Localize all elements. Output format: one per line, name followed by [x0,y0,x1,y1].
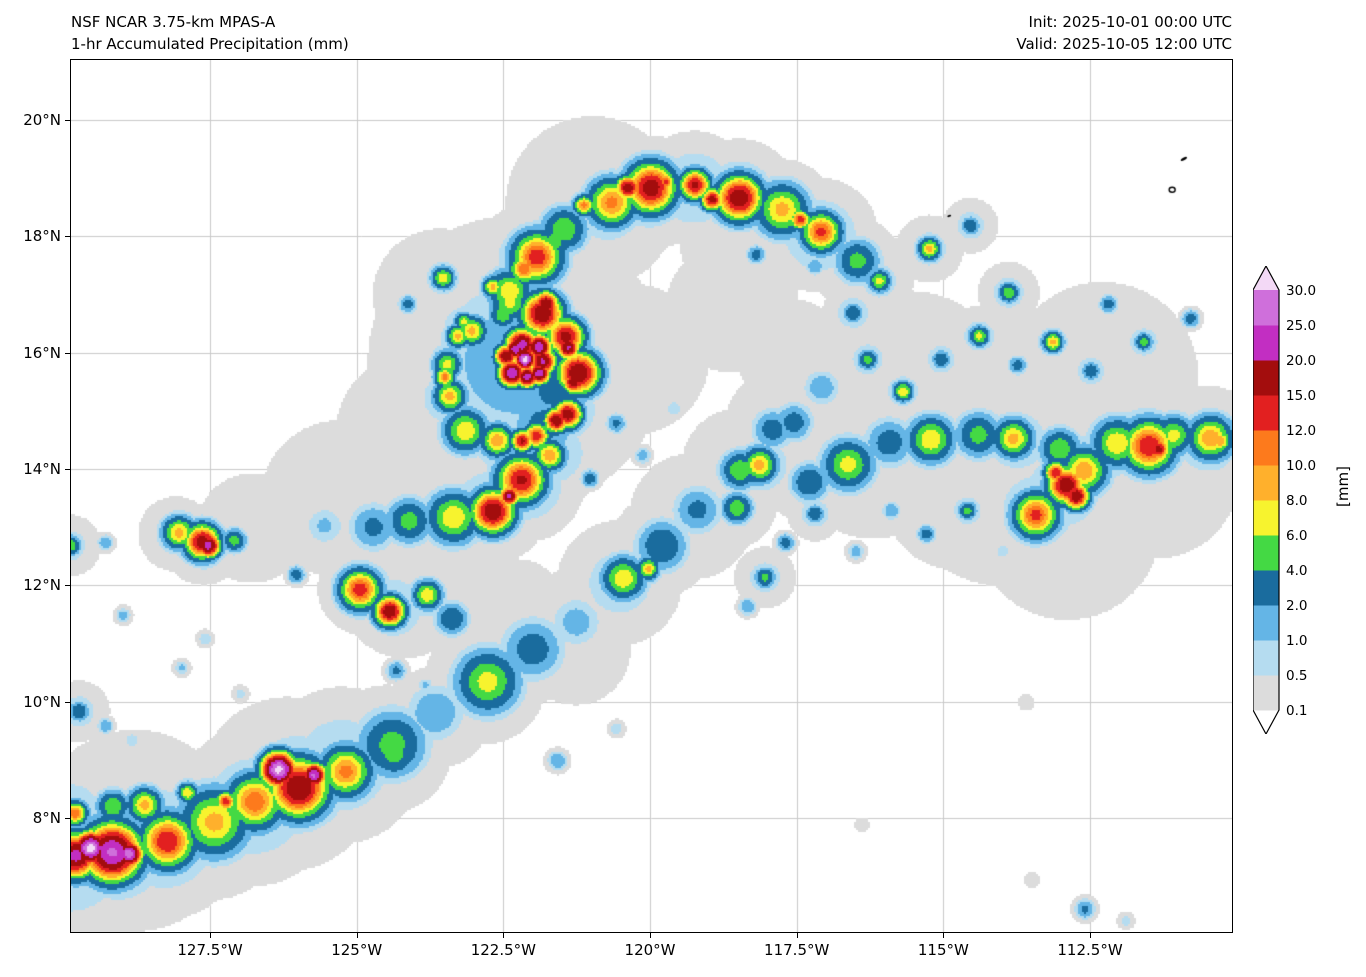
x-axis-tick-label: 112.5°W [1057,941,1123,959]
header-right: Init: 2025-10-01 00:00 UTC Valid: 2025-1… [1016,11,1232,55]
x-axis-tick-label: 117.5°W [764,941,830,959]
x-axis-tick-mark [1090,933,1092,938]
model-title: NSF NCAR 3.75-km MPAS-A [71,13,276,31]
valid-time-label: Valid: 2025-10-05 12:00 UTC [1016,35,1232,53]
y-axis-tick-mark [65,119,70,121]
colorbar-segment [1253,675,1279,711]
y-axis-tick-label: 16°N [23,343,61,362]
y-axis-tick-mark [65,817,70,819]
colorbar-tick-label: 12.0 [1286,423,1316,439]
x-axis-tick-mark [356,933,358,938]
x-axis-tick-label: 120°W [624,941,676,959]
colorbar-tick-label: 1.0 [1286,633,1307,649]
y-axis-tick-label: 14°N [23,459,61,478]
precipitation-field-canvas [71,60,1232,932]
colorbar-tick-label: 6.0 [1286,528,1307,544]
colorbar-segment [1253,605,1279,641]
colorbar-tick-label: 4.0 [1286,563,1307,579]
y-axis-tick-label: 8°N [32,808,61,827]
x-axis-tick-label: 127.5°W [177,941,243,959]
colorbar-tick-label: 10.0 [1286,458,1316,474]
colorbar: 0.1 0.5 1.0 2.0 4.0 6.0 8.0 10.0 12.0 15.0 20.0 25.… [1252,264,1343,738]
colorbar-segment [1253,570,1279,606]
x-axis-tick-mark [503,933,505,938]
init-time-label: Init: 2025-10-01 00:00 UTC [1028,13,1232,31]
colorbar-over-arrow [1253,266,1279,290]
colorbar-svg: 0.1 0.5 1.0 2.0 4.0 6.0 8.0 10.0 12.0 15.0 20.0 25.… [1252,264,1316,736]
header-left: NSF NCAR 3.75-km MPAS-A 1-hr Accumulated… [71,11,349,55]
field-subtitle: 1-hr Accumulated Precipitation (mm) [71,35,349,53]
colorbar-tick-label: 15.0 [1286,388,1316,404]
colorbar-tick-label: 8.0 [1286,493,1307,509]
colorbar-tick-label: 0.5 [1286,668,1307,684]
colorbar-tick-label: 25.0 [1286,318,1316,334]
y-axis-tick-label: 10°N [23,692,61,711]
colorbar-segment [1253,465,1279,501]
colorbar-tick-label: 30.0 [1286,283,1316,299]
colorbar-segment [1253,500,1279,536]
colorbar-tick-label: 2.0 [1286,598,1307,614]
y-axis-tick-mark [65,468,70,470]
colorbar-segment [1253,535,1279,571]
x-axis-tick-label: 125°W [331,941,383,959]
colorbar-segment [1253,325,1279,361]
colorbar-units-label: [mm] [1334,466,1352,507]
x-axis-tick-mark [943,933,945,938]
colorbar-segment [1253,640,1279,676]
colorbar-segment [1253,430,1279,466]
x-axis-tick-label: 122.5°W [470,941,536,959]
y-axis-tick-mark [65,352,70,354]
x-axis-tick-mark [210,933,212,938]
x-axis-tick-mark [650,933,652,938]
map-plot-area [70,59,1233,933]
colorbar-tick-label: 0.1 [1286,703,1307,719]
y-axis-tick-mark [65,236,70,238]
x-axis-tick-label: 115°W [917,941,969,959]
y-axis-tick-mark [65,585,70,587]
colorbar-segment [1253,395,1279,431]
colorbar-under-arrow [1253,710,1279,734]
y-axis-tick-label: 20°N [23,110,61,129]
y-axis-tick-label: 18°N [23,227,61,246]
colorbar-segment [1253,290,1279,326]
y-axis-tick-mark [65,701,70,703]
y-axis-tick-label: 12°N [23,576,61,595]
colorbar-segment [1253,360,1279,396]
x-axis-tick-mark [796,933,798,938]
colorbar-tick-label: 20.0 [1286,353,1316,369]
